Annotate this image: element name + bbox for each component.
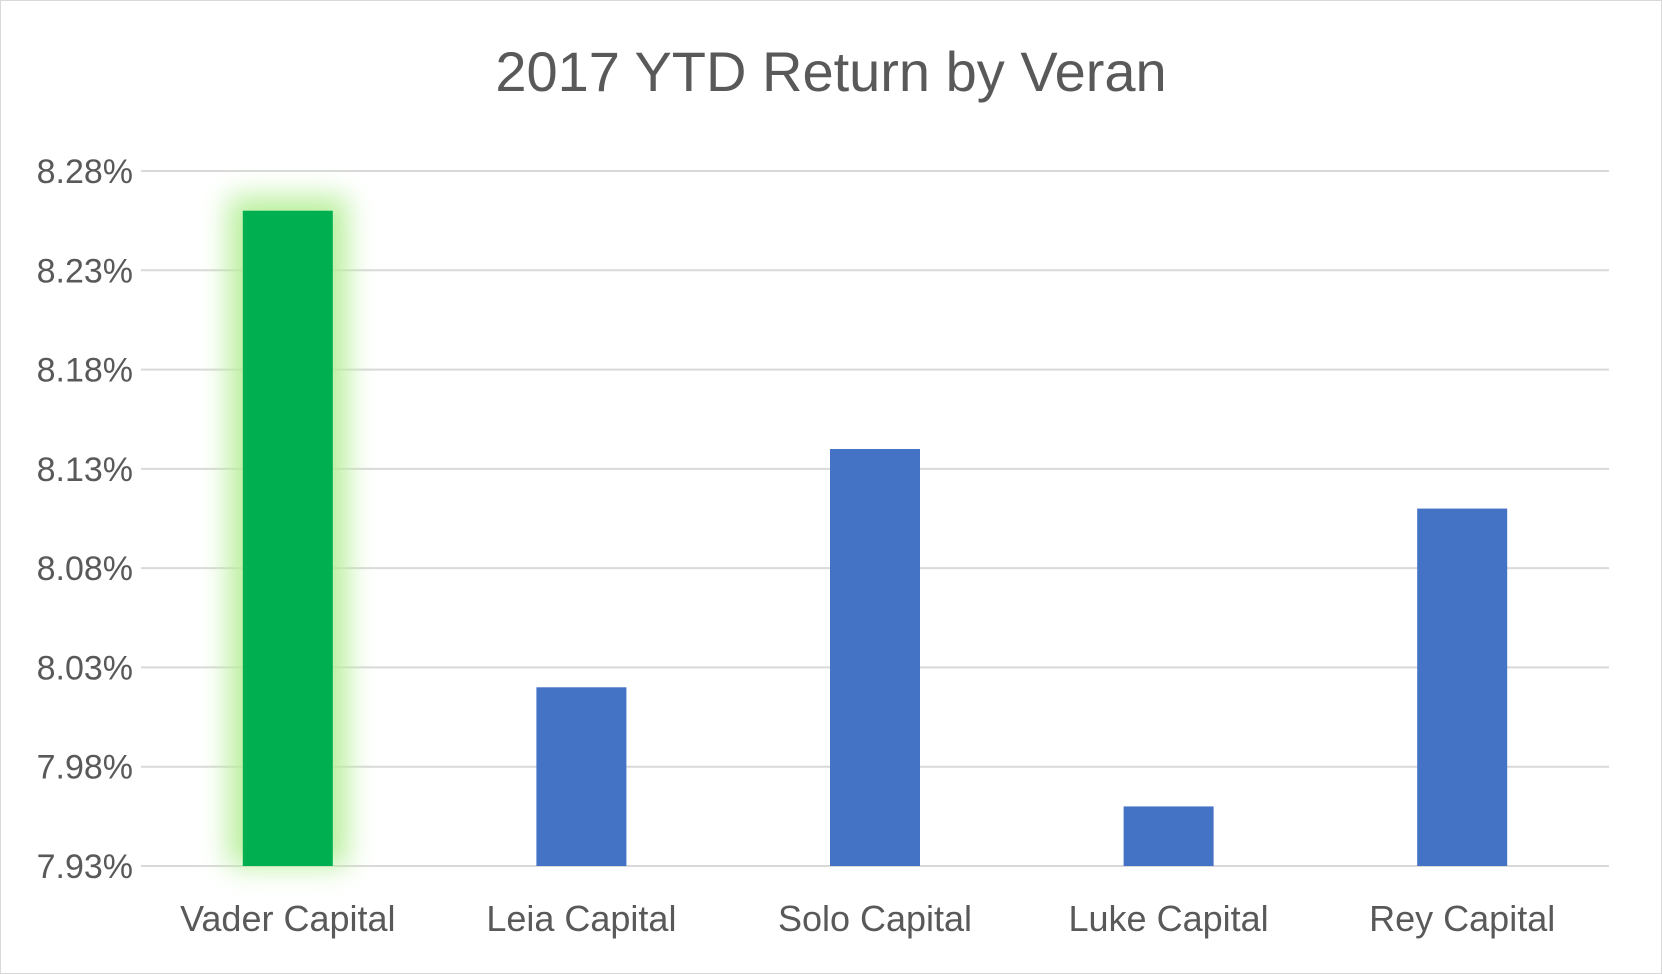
x-category-label: Leia Capital	[486, 898, 676, 939]
chart-title: 2017 YTD Return by Veran	[495, 40, 1167, 103]
x-category-label: Rey Capital	[1369, 898, 1555, 939]
y-tick-label: 8.08%	[37, 550, 133, 588]
x-axis-categories: Vader Capital Leia Capital Solo Capital Luk…	[180, 898, 1555, 939]
y-tick-label: 8.28%	[37, 153, 133, 191]
y-axis-ticks: 8.28% 8.23% 8.18% 8.13% 8.08% 8.03% 7.98% 7.93%	[37, 153, 133, 886]
y-tick-label: 7.98%	[37, 749, 133, 787]
x-category-label: Solo Capital	[778, 898, 972, 939]
y-tick-label: 8.03%	[37, 649, 133, 687]
bar-vader-capital	[242, 210, 333, 866]
y-tick-label: 8.23%	[37, 252, 133, 290]
bar-luke-capital	[1123, 806, 1214, 866]
y-tick-label: 8.13%	[37, 451, 133, 489]
bar-rey-capital	[1417, 508, 1508, 866]
bars	[228, 196, 1508, 866]
bar-leia-capital	[536, 687, 627, 866]
y-tick-label: 7.93%	[37, 848, 133, 886]
x-category-label: Luke Capital	[1069, 898, 1269, 939]
bar-solo-capital	[830, 449, 920, 866]
x-category-label: Vader Capital	[180, 898, 395, 939]
y-tick-label: 8.18%	[37, 352, 133, 390]
